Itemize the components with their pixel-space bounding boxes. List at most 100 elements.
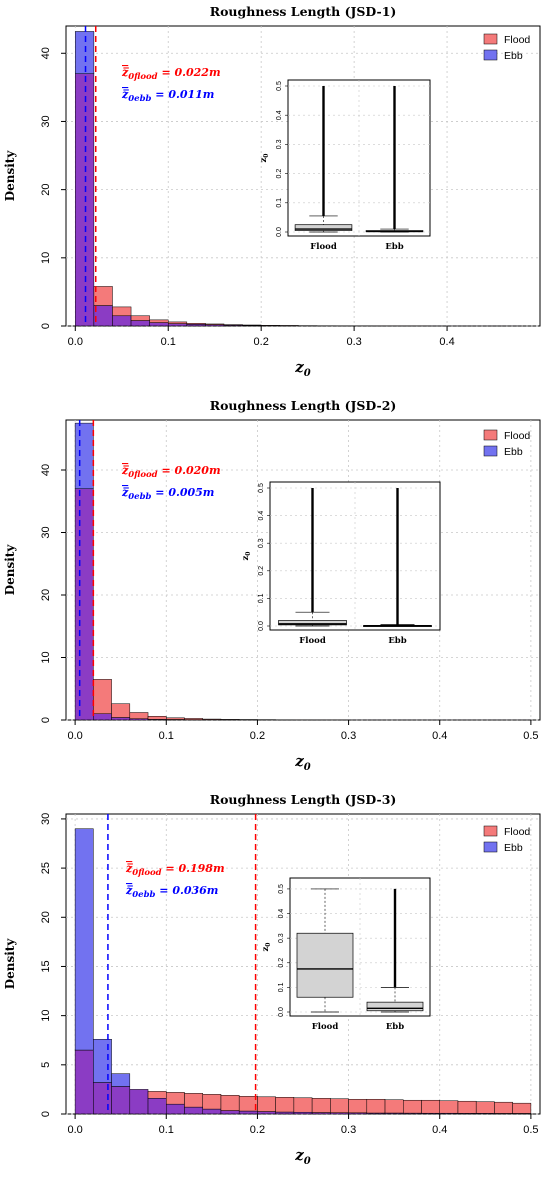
inset-y-tick-label: 0.1 bbox=[278, 982, 285, 992]
x-tick-label: 0.3 bbox=[346, 336, 361, 348]
histogram-bars bbox=[75, 31, 522, 327]
legend: Flood Ebb bbox=[483, 429, 530, 458]
histogram-chart-jsd1: Roughness Length (JSD-1) z̅0flood = 0.022… bbox=[3, 4, 541, 379]
bar-flood bbox=[186, 323, 206, 325]
chart-panel-jsd2: Roughness Length (JSD-2) z̅0flood = 0.020… bbox=[0, 394, 550, 788]
bar-flood bbox=[93, 679, 112, 714]
x-tick-label: 0.1 bbox=[159, 1124, 174, 1136]
x-tick-label: 0.3 bbox=[341, 730, 356, 742]
x-tick-label: 0.0 bbox=[67, 730, 82, 742]
legend-label-flood: Flood bbox=[504, 826, 530, 838]
chart-title: Roughness Length (JSD-3) bbox=[210, 792, 397, 807]
inset-frame bbox=[269, 481, 441, 631]
bar-overlap bbox=[184, 1106, 203, 1115]
bar-flood bbox=[166, 1092, 185, 1105]
inset-y-tick-label: 0.4 bbox=[258, 511, 265, 521]
bar-flood bbox=[457, 1100, 477, 1114]
mean-annotation-ebb: z̅0ebb = 0.036m bbox=[125, 884, 218, 900]
inset-y-tick-label: 0.0 bbox=[258, 621, 265, 631]
x-tick-label: 0.4 bbox=[439, 336, 454, 348]
y-tick-label: 10 bbox=[40, 1010, 52, 1022]
mean-annotation-ebb: z̅0ebb = 0.005m bbox=[121, 486, 214, 502]
inset-y-tick-label: 0.5 bbox=[278, 884, 285, 894]
legend-label-flood: Flood bbox=[504, 430, 530, 442]
y-tick-label: 0 bbox=[40, 323, 52, 329]
y-tick-label: 20 bbox=[40, 184, 52, 196]
bar-overlap bbox=[93, 713, 112, 721]
bar-flood bbox=[129, 712, 149, 719]
inset-y-tick-label: 0.2 bbox=[276, 169, 283, 179]
bar-ebb bbox=[93, 1038, 112, 1083]
inset-frame bbox=[287, 79, 431, 237]
bar-flood bbox=[293, 1097, 313, 1113]
x-tick-label: 0.2 bbox=[250, 730, 265, 742]
y-axis-label: Density bbox=[3, 150, 17, 202]
inset-boxplot: 0.0 0.1 0.2 0.3 0.4 0.5 z0 Flood Ebb bbox=[259, 79, 431, 252]
x-tick-label: 0.3 bbox=[341, 1124, 356, 1136]
x-axis-label: z0 bbox=[294, 752, 311, 773]
bar-flood bbox=[130, 315, 150, 321]
inset-boxplot: 0.0 0.1 0.2 0.3 0.4 0.5 z0 Flood Ebb bbox=[261, 877, 431, 1032]
bar-overlap bbox=[129, 1089, 149, 1115]
bar-flood bbox=[202, 1094, 222, 1110]
chart-panel-jsd3: Roughness Length (JSD-3) z̅0flood = 0.198… bbox=[0, 788, 550, 1182]
bar-overlap bbox=[220, 1110, 240, 1115]
legend-swatch-ebb bbox=[483, 49, 498, 61]
bar-flood bbox=[512, 1102, 532, 1114]
bar-flood bbox=[275, 1097, 295, 1113]
inset-y-axis-label: z0 bbox=[261, 942, 272, 951]
bar-ebb bbox=[74, 422, 94, 489]
legend-label-ebb: Ebb bbox=[504, 446, 523, 458]
bar-flood bbox=[220, 1095, 240, 1111]
y-tick-label: 10 bbox=[40, 252, 52, 264]
x-tick-label: 0.1 bbox=[161, 336, 176, 348]
inset-category-label-flood: Flood bbox=[310, 242, 337, 252]
inset-y-tick-label: 0.0 bbox=[278, 1007, 285, 1017]
chart-panel-jsd1: Roughness Length (JSD-1) z̅0flood = 0.022… bbox=[0, 0, 550, 394]
bar-overlap bbox=[111, 1086, 131, 1115]
mean-annotation-ebb: z̅0ebb = 0.011m bbox=[121, 88, 214, 104]
x-tick-label: 0.4 bbox=[432, 1124, 447, 1136]
x-tick-label: 0.4 bbox=[432, 730, 447, 742]
legend-swatch-flood bbox=[483, 825, 498, 837]
bar-flood bbox=[494, 1101, 513, 1114]
inset-box-flood bbox=[296, 932, 354, 998]
inset-y-axis-label: z0 bbox=[241, 551, 252, 560]
inset-y-tick-label: 0.0 bbox=[276, 227, 283, 237]
y-axis-label: Density bbox=[3, 938, 17, 990]
chart-title: Roughness Length (JSD-1) bbox=[210, 4, 397, 19]
inset-box-flood bbox=[294, 224, 353, 231]
histogram-bars bbox=[74, 828, 532, 1115]
bar-overlap bbox=[257, 1111, 276, 1115]
histogram-chart-jsd3: Roughness Length (JSD-3) z̅0flood = 0.198… bbox=[3, 792, 541, 1167]
legend-swatch-flood bbox=[483, 429, 498, 441]
inset-y-tick-label: 0.5 bbox=[258, 483, 265, 493]
y-tick-label: 0 bbox=[40, 717, 52, 723]
legend: Flood Ebb bbox=[483, 33, 530, 62]
bar-overlap bbox=[74, 1049, 94, 1115]
bar-overlap bbox=[149, 322, 169, 327]
inset-y-tick-label: 0.4 bbox=[278, 909, 285, 919]
y-tick-label: 30 bbox=[40, 813, 52, 825]
inset-box-flood bbox=[278, 620, 347, 626]
bar-flood bbox=[403, 1099, 422, 1114]
legend-label-flood: Flood bbox=[504, 34, 530, 46]
bar-flood bbox=[202, 718, 222, 720]
y-tick-label: 30 bbox=[40, 526, 52, 538]
bar-flood bbox=[111, 703, 131, 718]
y-tick-label: 25 bbox=[40, 862, 52, 874]
bar-flood bbox=[330, 1098, 349, 1113]
bar-flood bbox=[311, 1098, 331, 1113]
legend-swatch-flood bbox=[483, 33, 498, 45]
x-axis-label: z0 bbox=[294, 1146, 311, 1167]
bar-flood bbox=[112, 306, 132, 317]
y-tick-label: 20 bbox=[40, 911, 52, 923]
bar-overlap bbox=[93, 305, 113, 327]
bar-flood bbox=[475, 1101, 495, 1114]
legend-label-ebb: Ebb bbox=[504, 50, 523, 62]
y-tick-label: 5 bbox=[40, 1062, 52, 1068]
inset-y-axis-label: z0 bbox=[259, 153, 270, 162]
x-tick-label: 0.5 bbox=[523, 730, 538, 742]
bar-flood bbox=[257, 1096, 276, 1112]
bar-flood bbox=[149, 319, 169, 323]
